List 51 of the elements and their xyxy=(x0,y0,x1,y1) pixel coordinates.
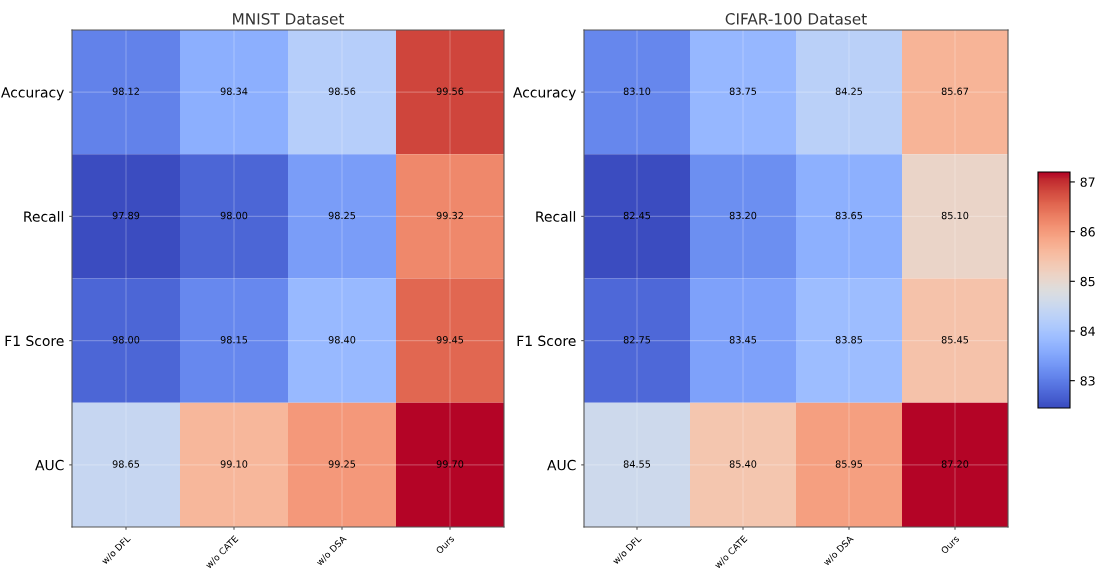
data-label: 99.25 xyxy=(328,460,356,468)
data-label: 98.25 xyxy=(328,211,356,220)
y-tick-label: Accuracy xyxy=(1,87,64,101)
color-bar-label: 84 xyxy=(1080,326,1095,336)
data-label: 99.32 xyxy=(436,211,463,220)
data-label: 83.45 xyxy=(729,336,757,344)
data-label: 85.40 xyxy=(729,460,757,468)
y-tick-label: Accuracy xyxy=(513,87,576,101)
data-label: 83.20 xyxy=(729,211,757,220)
chart-title: MNIST Dataset xyxy=(233,13,345,25)
x-tick-label: w/o DSA xyxy=(822,534,855,567)
color-bar-label: 83 xyxy=(1080,376,1095,386)
y-tick-label: AUC xyxy=(35,459,64,471)
data-label: 85.10 xyxy=(941,211,969,220)
data-label: 85.67 xyxy=(941,87,969,95)
data-label: 85.95 xyxy=(835,460,863,468)
x-tick-label: w/o DSA xyxy=(315,534,348,567)
y-tick-label: F1 Score xyxy=(5,335,64,347)
data-label: 97.89 xyxy=(112,211,140,220)
y-tick-label: F1 Score xyxy=(517,335,576,347)
data-label: 98.00 xyxy=(112,336,140,344)
data-label: 98.15 xyxy=(220,336,248,344)
data-label: 83.10 xyxy=(623,87,651,95)
data-label: 98.40 xyxy=(328,336,356,344)
data-label: 99.70 xyxy=(436,460,464,468)
data-label: 84.55 xyxy=(623,460,651,468)
data-label: 99.56 xyxy=(436,87,464,95)
data-label: 83.65 xyxy=(835,211,863,220)
x-tick-label: w/o DFL xyxy=(101,534,132,566)
y-tick-label: Recall xyxy=(24,211,64,222)
color-bar-label: 85 xyxy=(1080,276,1095,287)
color-bar-label: 86 xyxy=(1080,227,1095,237)
data-label: 98.65 xyxy=(112,460,140,468)
color-bar-label: 87 xyxy=(1080,177,1095,187)
data-label: 99.10 xyxy=(220,460,248,468)
y-tick-label: AUC xyxy=(547,459,576,471)
data-label: 98.56 xyxy=(328,87,356,95)
data-label: 84.25 xyxy=(835,87,863,95)
data-label: 85.45 xyxy=(941,336,969,344)
x-tick-label: w/o DFL xyxy=(612,534,643,566)
data-label: 99.45 xyxy=(436,336,464,344)
data-label: 98.12 xyxy=(112,87,139,95)
y-tick-label: Recall xyxy=(536,211,576,222)
chart-title: CIFAR-100 Dataset xyxy=(725,13,867,25)
data-label: 98.34 xyxy=(220,87,248,95)
data-label: 83.85 xyxy=(835,336,863,344)
data-label: 82.75 xyxy=(623,336,651,344)
data-label: 87.20 xyxy=(941,460,969,468)
data-label: 82.45 xyxy=(623,211,651,220)
data-label: 98.00 xyxy=(220,211,248,220)
data-label: 83.75 xyxy=(729,87,757,95)
